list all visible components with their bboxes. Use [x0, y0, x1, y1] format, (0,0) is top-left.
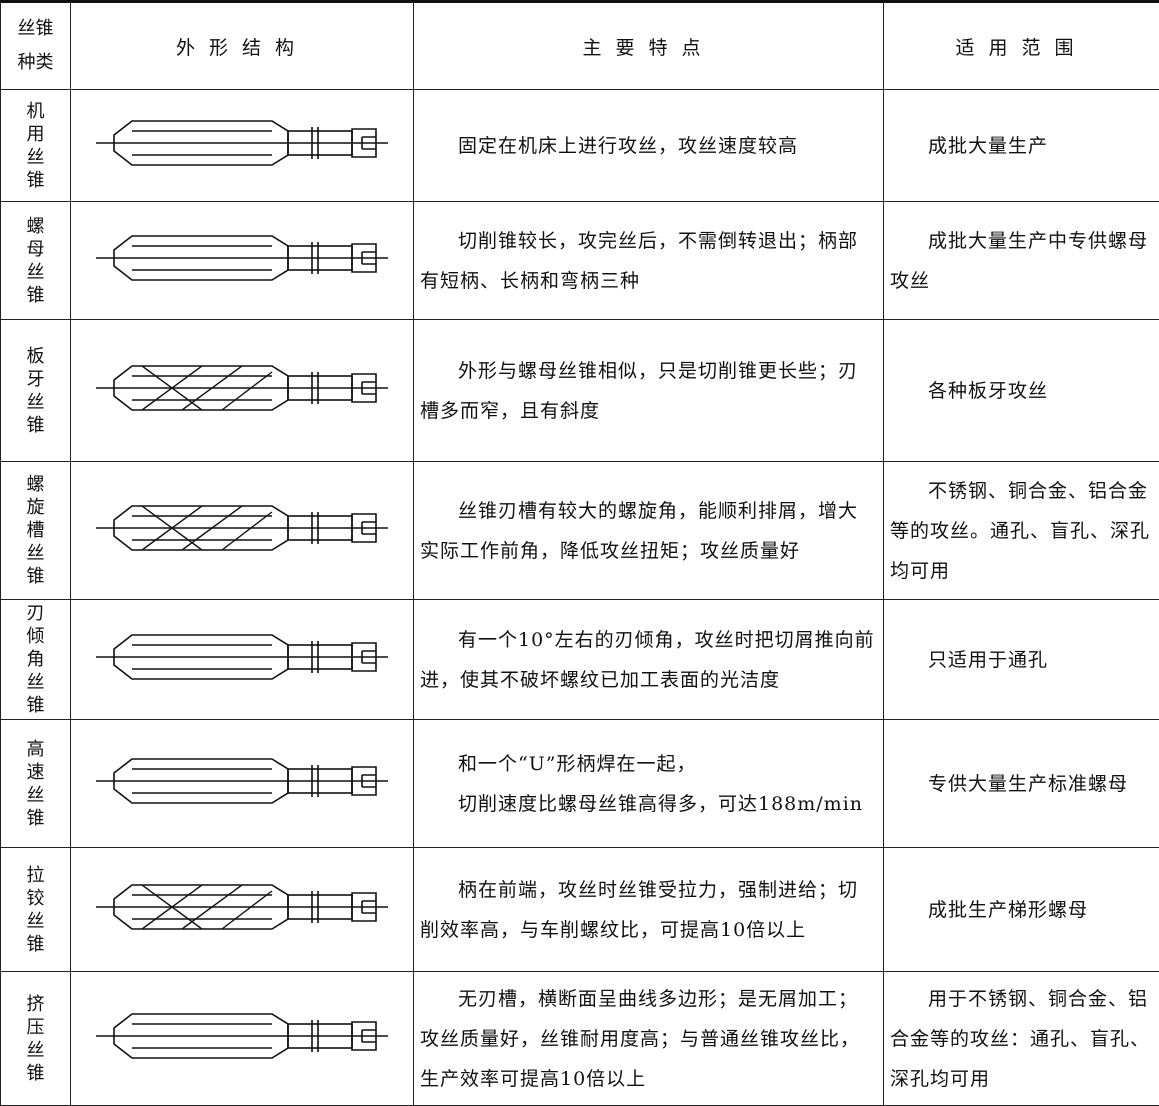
usage-text: 成批生产梯形螺母 [890, 890, 1153, 930]
tap-drawing [71, 848, 414, 972]
usage: 用于不锈钢、铜合金、铝合金等的攻丝：通孔、盲孔、深孔均可用 [884, 972, 1159, 1106]
tap-name: 螺旋槽丝锥 [1, 462, 71, 600]
tap-name: 板牙丝锥 [1, 320, 71, 462]
usage: 只适用于通孔 [884, 600, 1159, 720]
row: 拉铰丝锥 柄在前端，攻丝时丝锥受拉力，强制进给；切削效率高，与车削螺纹比，可提高1… [1, 848, 1159, 972]
tap-name: 螺母丝锥 [1, 202, 71, 320]
tap-drawing [71, 320, 414, 462]
tap-name: 拉铰丝锥 [1, 848, 71, 972]
usage: 成批大量生产中专供螺母攻丝 [884, 202, 1159, 320]
tap-illustration [92, 101, 392, 185]
usage: 不锈钢、铜合金、铝合金等的攻丝。通孔、盲孔、深孔均可用 [884, 462, 1159, 600]
tap-drawing [71, 202, 414, 320]
tap-illustration [92, 346, 392, 430]
row: 挤压丝锥 无刃槽，横断面呈曲线多边形；是无屑加工；攻丝质量好，丝锥耐用度高；与普通… [1, 972, 1159, 1106]
tap-name: 高速丝锥 [1, 720, 71, 848]
usage-text: 不锈钢、铜合金、铝合金等的攻丝。通孔、盲孔、深孔均可用 [890, 471, 1153, 591]
tap-name: 机用丝锥 [1, 90, 71, 202]
feature-text: 外形与螺母丝锥相似，只是切削锥更长些；刃槽多而窄，且有斜度 [420, 351, 877, 431]
tap-name: 刃倾角丝锥 [1, 600, 71, 720]
tap-illustration [92, 739, 392, 823]
tap-illustration [92, 865, 392, 949]
features: 外形与螺母丝锥相似，只是切削锥更长些；刃槽多而窄，且有斜度 [414, 320, 884, 462]
header-cell: 丝锥种类 [1, 2, 71, 90]
features: 无刃槽，横断面呈曲线多边形；是无屑加工；攻丝质量好，丝锥耐用度高；与普通丝锥攻丝… [414, 972, 884, 1106]
usage: 各种板牙攻丝 [884, 320, 1159, 462]
features: 固定在机床上进行攻丝，攻丝速度较高 [414, 90, 884, 202]
feature-text: 和一个“U”形柄焊在一起， [420, 744, 877, 784]
tap-illustration [92, 615, 392, 699]
usage-text: 成批大量生产 [890, 126, 1153, 166]
tap-drawing [71, 600, 414, 720]
usage: 专供大量生产标准螺母 [884, 720, 1159, 848]
usage-text: 用于不锈钢、铜合金、铝合金等的攻丝：通孔、盲孔、深孔均可用 [890, 979, 1153, 1099]
usage-text: 专供大量生产标准螺母 [890, 764, 1153, 804]
feature-text: 无刃槽，横断面呈曲线多边形；是无屑加工；攻丝质量好，丝锥耐用度高；与普通丝锥攻丝… [420, 979, 877, 1099]
row: 机用丝锥 固定在机床上进行攻丝，攻丝速度较高成批大量生产 [1, 90, 1159, 202]
header-row: 丝锥种类 外形结构 主要特点 适用范围 [1, 2, 1159, 90]
features: 丝锥刃槽有较大的螺旋角，能顺利排屑，增大实际工作前角，降低攻丝扭矩；攻丝质量好 [414, 462, 884, 600]
usage-text: 只适用于通孔 [890, 640, 1153, 680]
usage: 成批生产梯形螺母 [884, 848, 1159, 972]
feature-text: 柄在前端，攻丝时丝锥受拉力，强制进给；切削效率高，与车削螺纹比，可提高10倍以上 [420, 870, 877, 950]
header-cell: 适用范围 [884, 2, 1159, 90]
usage: 成批大量生产 [884, 90, 1159, 202]
tap-illustration [92, 216, 392, 300]
tap-illustration [92, 994, 392, 1078]
feature-text: 固定在机床上进行攻丝，攻丝速度较高 [420, 126, 877, 166]
feature-text: 切削速度比螺母丝锥高得多，可达188m/min [420, 784, 877, 824]
usage-text: 成批大量生产中专供螺母攻丝 [890, 221, 1153, 301]
features: 有一个10°左右的刃倾角，攻丝时把切屑推向前进，使其不破坏螺纹已加工表面的光洁度 [414, 600, 884, 720]
row: 板牙丝锥 外形与螺母丝锥相似，只是切削锥更长些；刃槽多而窄，且有斜度各种板牙攻丝 [1, 320, 1159, 462]
tap-name: 挤压丝锥 [1, 972, 71, 1106]
row: 螺母丝锥 切削锥较长，攻完丝后，不需倒转退出；柄部有短柄、长柄和弯柄三种成批大量生… [1, 202, 1159, 320]
tap-illustration [92, 486, 392, 570]
row: 螺旋槽丝锥 丝锥刃槽有较大的螺旋角，能顺利排屑，增大实际工作前角，降低攻丝扭矩；攻… [1, 462, 1159, 600]
feature-text: 丝锥刃槽有较大的螺旋角，能顺利排屑，增大实际工作前角，降低攻丝扭矩；攻丝质量好 [420, 491, 877, 571]
tap-drawing [71, 972, 414, 1106]
features: 柄在前端，攻丝时丝锥受拉力，强制进给；切削效率高，与车削螺纹比，可提高10倍以上 [414, 848, 884, 972]
feature-text: 有一个10°左右的刃倾角，攻丝时把切屑推向前进，使其不破坏螺纹已加工表面的光洁度 [420, 620, 877, 700]
tap-drawing [71, 462, 414, 600]
features: 切削锥较长，攻完丝后，不需倒转退出；柄部有短柄、长柄和弯柄三种 [414, 202, 884, 320]
header-cell: 主要特点 [414, 2, 884, 90]
row: 刃倾角丝锥 有一个10°左右的刃倾角，攻丝时把切屑推向前进，使其不破坏螺纹已加工表… [1, 600, 1159, 720]
usage-text: 各种板牙攻丝 [890, 371, 1153, 411]
header-cell: 外形结构 [71, 2, 414, 90]
row: 高速丝锥 和一个“U”形柄焊在一起，切削速度比螺母丝锥高得多，可达188m/min… [1, 720, 1159, 848]
feature-text: 切削锥较长，攻完丝后，不需倒转退出；柄部有短柄、长柄和弯柄三种 [420, 221, 877, 301]
tap-drawing [71, 720, 414, 848]
features: 和一个“U”形柄焊在一起，切削速度比螺母丝锥高得多，可达188m/min [414, 720, 884, 848]
tap-drawing [71, 90, 414, 202]
